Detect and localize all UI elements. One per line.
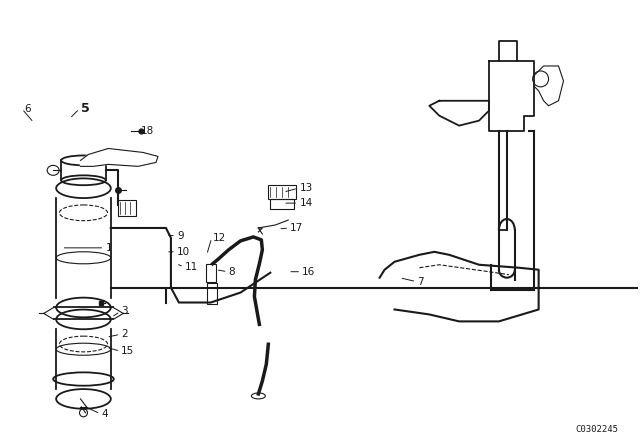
- Text: 13: 13: [300, 183, 314, 193]
- Polygon shape: [489, 61, 534, 130]
- Text: 4: 4: [101, 409, 108, 419]
- Text: 18: 18: [141, 125, 154, 136]
- Bar: [268, 185, 296, 199]
- Bar: [205, 264, 216, 282]
- Text: 3: 3: [121, 306, 128, 316]
- Text: 12: 12: [212, 233, 226, 243]
- Bar: [270, 199, 294, 209]
- Bar: [207, 283, 217, 305]
- Text: 11: 11: [185, 262, 198, 272]
- Text: 10: 10: [177, 247, 190, 257]
- Polygon shape: [534, 66, 563, 106]
- Polygon shape: [499, 41, 516, 61]
- Polygon shape: [81, 148, 158, 166]
- Text: C0302245: C0302245: [575, 425, 618, 434]
- Text: 14: 14: [300, 198, 314, 208]
- Text: 16: 16: [302, 267, 316, 277]
- Text: 5: 5: [81, 102, 90, 115]
- Text: 8: 8: [228, 267, 235, 277]
- Bar: [118, 200, 136, 216]
- Text: 6: 6: [24, 104, 31, 114]
- Polygon shape: [429, 101, 489, 125]
- Text: 9: 9: [177, 231, 184, 241]
- Text: 1: 1: [106, 243, 112, 253]
- Text: 15: 15: [121, 346, 134, 356]
- Text: 7: 7: [417, 277, 424, 287]
- Text: 17: 17: [290, 223, 303, 233]
- Text: 2: 2: [121, 329, 128, 339]
